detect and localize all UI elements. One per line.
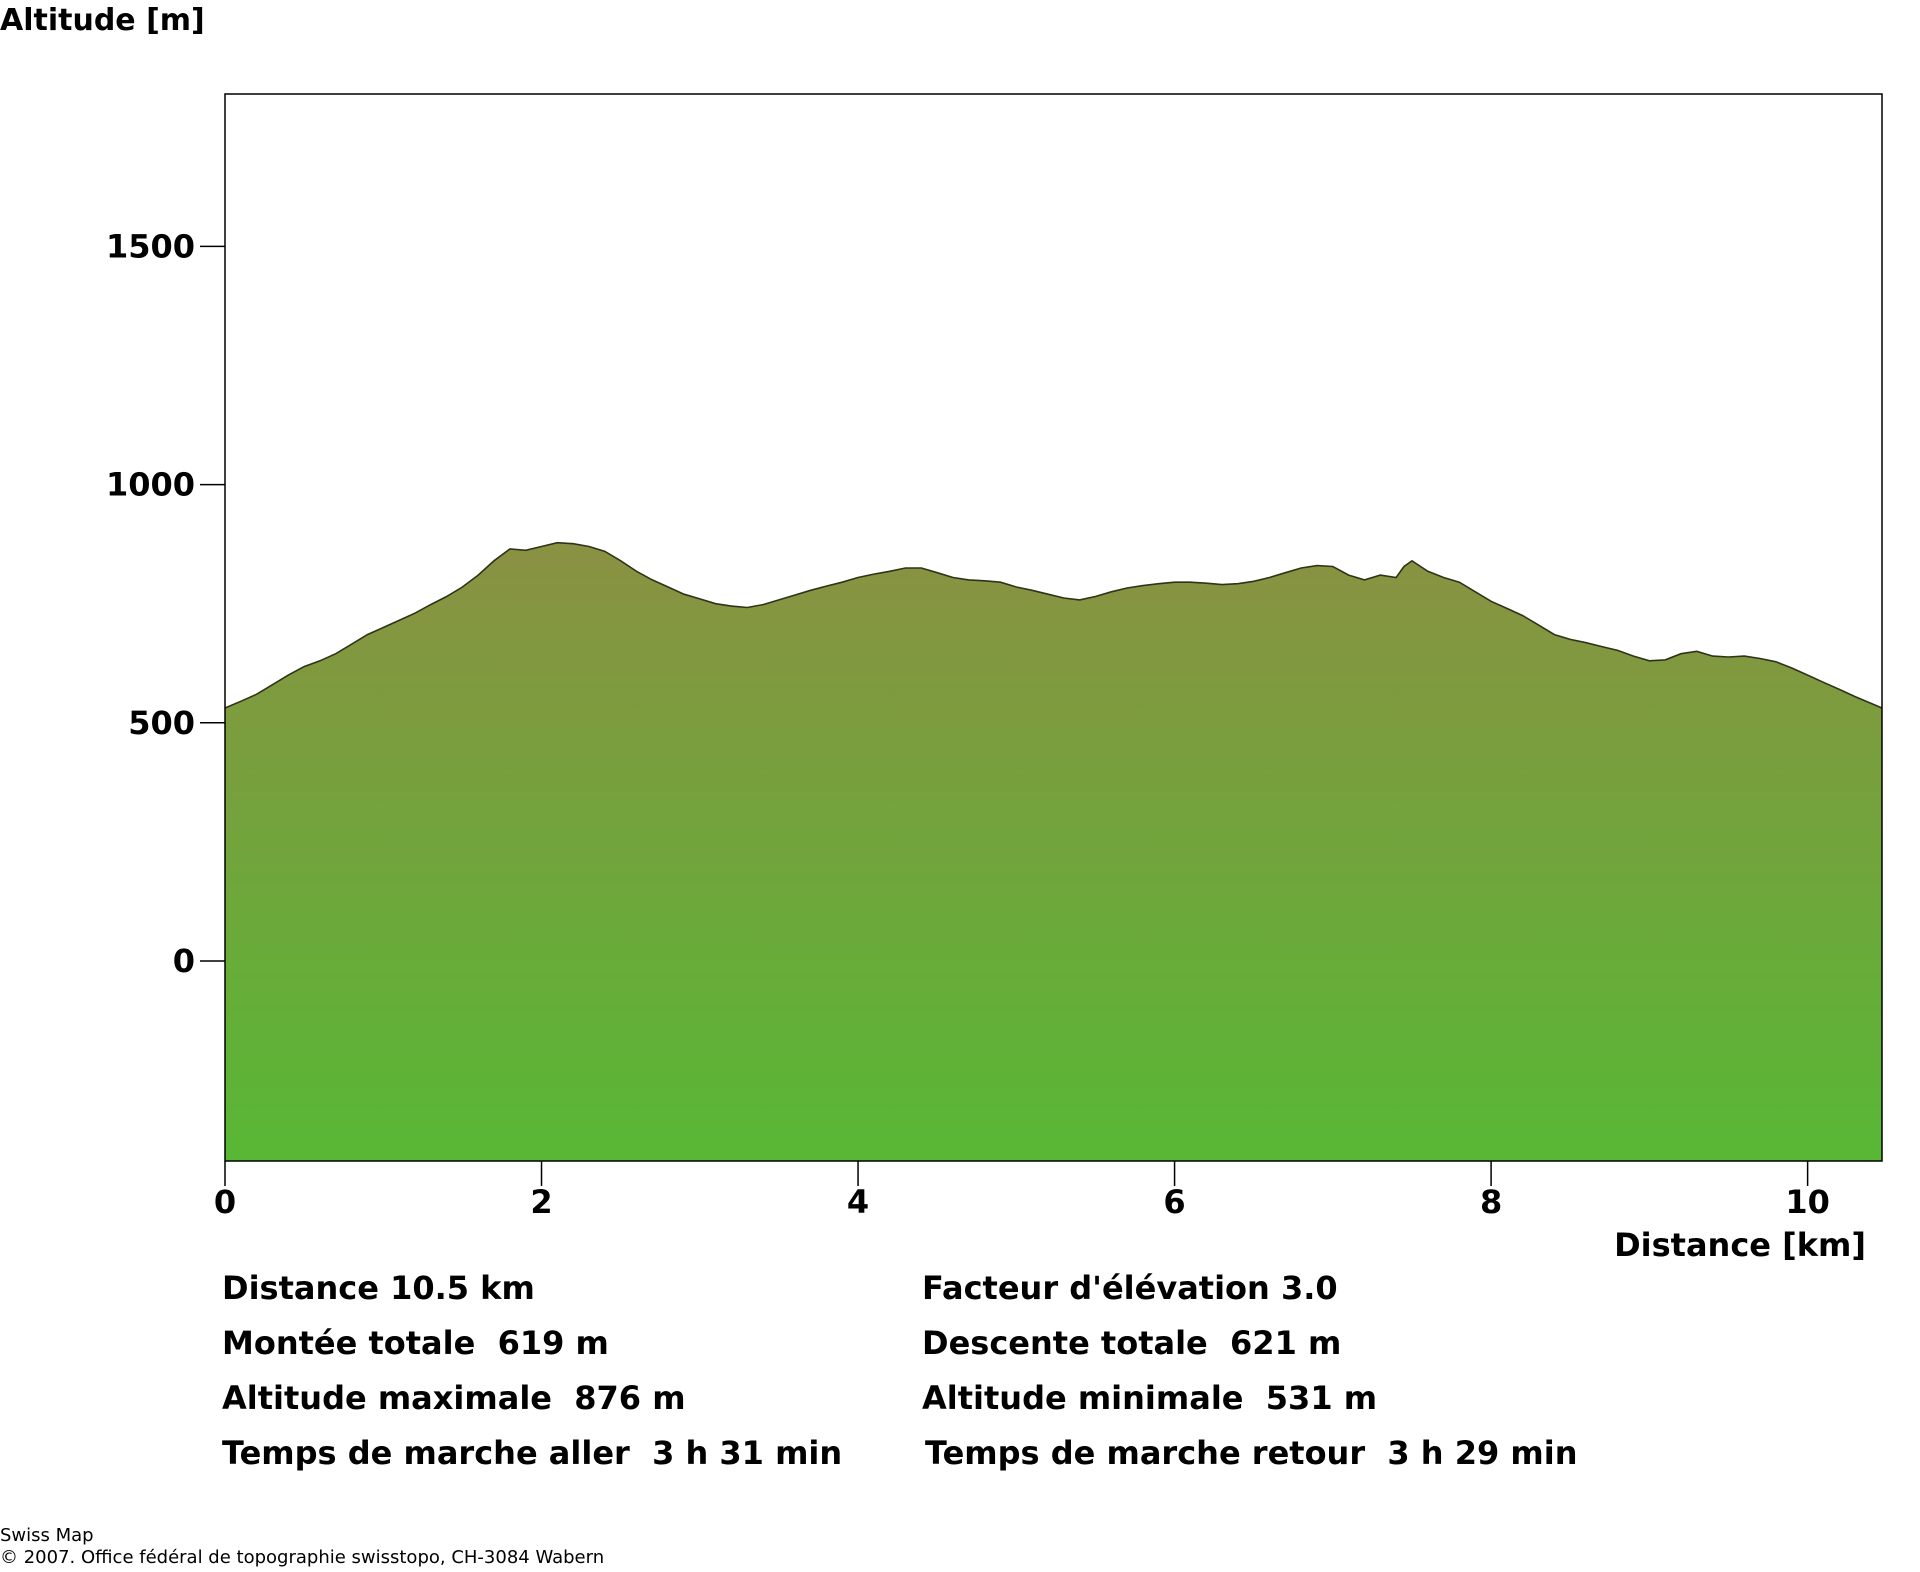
credit-source: Swiss Map (0, 1525, 94, 1546)
x-tick-label: 4 (847, 1183, 869, 1221)
stat-walk-time-out: Temps de marche aller 3 h 31 min (222, 1434, 843, 1472)
y-tick-label: 1000 (106, 466, 195, 504)
credit-copyright: © 2007. Office fédéral de topographie sw… (0, 1547, 605, 1568)
x-axis-label: Distance [km] (1614, 1226, 1866, 1264)
stat-min-altitude: Altitude minimale 531 m (922, 1379, 1378, 1417)
stat-total-ascent: Montée totale 619 m (222, 1324, 609, 1362)
stat-total-descent: Descente totale 621 m (922, 1324, 1342, 1362)
stat-max-altitude: Altitude maximale 876 m (222, 1379, 686, 1417)
x-tick-label: 10 (1785, 1183, 1830, 1221)
terrain-area (225, 542, 1882, 1161)
altitude-profile-line (224, 541, 1883, 709)
y-tick-label: 1500 (106, 227, 195, 265)
x-tick-label: 6 (1163, 1183, 1185, 1221)
stat-distance: Distance 10.5 km (222, 1269, 535, 1307)
stat-elevation-factor: Facteur d'élévation 3.0 (922, 1269, 1338, 1307)
x-tick-label: 2 (530, 1183, 552, 1221)
y-tick-label: 0 (173, 942, 195, 980)
y-tick-label: 500 (128, 704, 195, 742)
plot-frame (224, 93, 1883, 1162)
stat-walk-time-back: Temps de marche retour 3 h 29 min (925, 1434, 1578, 1472)
y-axis-label: Altitude [m] (0, 3, 205, 38)
x-tick-label: 8 (1480, 1183, 1502, 1221)
x-tick-label: 0 (214, 1183, 236, 1221)
